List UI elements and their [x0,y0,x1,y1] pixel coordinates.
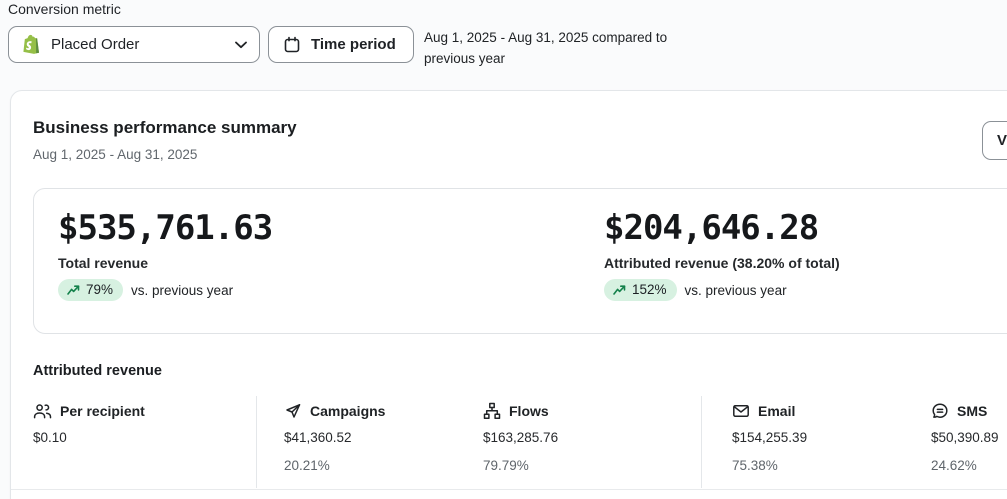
view-button-truncated[interactable]: V [982,121,1007,160]
stat-email: Email $154,255.39 75.38% [732,401,807,477]
attributed-revenue-trend-badge: 152% [604,279,677,301]
stat-label: SMS [957,403,988,419]
stat-campaigns: Campaigns $41,360.52 20.21% [284,401,385,477]
stat-value: $163,285.76 [483,430,559,445]
business-performance-card: Business performance summary Aug 1, 2025… [10,90,1007,499]
total-revenue-value: $535,761.63 [58,208,273,248]
sitemap-icon [483,402,501,420]
stat-sms: SMS $50,390.89 24.62% [931,401,999,477]
stat-per-recipient: Per recipient $0.10 [33,401,145,477]
stat-percent: 79.79% [483,458,529,473]
send-icon [284,402,302,420]
stats-divider [701,396,702,488]
trend-up-arrow-icon [67,284,80,296]
stat-percent: 20.21% [284,458,330,473]
conversion-metric-value: Placed Order [51,36,140,53]
comparison-range-text: Aug 1, 2025 - Aug 31, 2025 compared to p… [424,30,668,66]
calendar-icon [283,36,301,54]
attributed-revenue-heading: Attributed revenue [33,363,162,379]
stat-percent: 24.62% [931,458,977,473]
total-revenue-label: Total revenue [58,255,148,271]
time-period-button[interactable]: Time period [268,26,414,63]
stat-value: $154,255.39 [732,430,808,445]
time-period-label: Time period [311,36,396,53]
total-revenue-metric: $535,761.63 Total revenue 79% vs. previo… [58,206,273,301]
attributed-revenue-value: $204,646.28 [604,208,819,248]
stat-label: Campaigns [310,403,386,419]
stat-label: Flows [509,403,549,419]
total-revenue-trend-percent: 79% [86,282,114,297]
stat-percent [33,458,145,477]
stat-percent: 75.38% [732,458,778,473]
attributed-revenue-trend-suffix: vs. previous year [684,282,787,298]
stat-value: $50,390.89 [931,430,999,445]
stats-divider [256,396,257,488]
revenue-summary-panel: $535,761.63 Total revenue 79% vs. previo… [33,188,1007,334]
attributed-revenue-trend-percent: 152% [632,282,667,297]
stats-bottom-divider [11,489,1007,490]
card-title: Business performance summary [33,118,297,137]
stat-flows: Flows $163,285.76 79.79% [483,401,558,477]
attributed-revenue-label: Attributed revenue (38.20% of total) [604,255,840,271]
total-revenue-trend-suffix: vs. previous year [131,282,234,298]
envelope-icon [732,402,750,420]
conversion-metric-label: Conversion metric [8,1,121,17]
conversion-metric-dropdown[interactable]: Placed Order [8,26,260,63]
card-date-range: Aug 1, 2025 - Aug 31, 2025 [33,147,198,162]
shopify-bag-icon [21,34,41,56]
total-revenue-trend-badge: 79% [58,279,124,301]
stat-value: $0.10 [33,430,67,445]
stat-value: $41,360.52 [284,430,352,445]
stat-label: Per recipient [60,403,145,419]
attributed-revenue-metric: $204,646.28 Attributed revenue (38.20% o… [604,206,840,301]
chevron-down-icon [235,41,247,49]
trend-up-arrow-icon [613,284,626,296]
people-icon [33,402,52,420]
chat-bubble-icon [931,402,949,420]
stat-label: Email [758,403,796,419]
